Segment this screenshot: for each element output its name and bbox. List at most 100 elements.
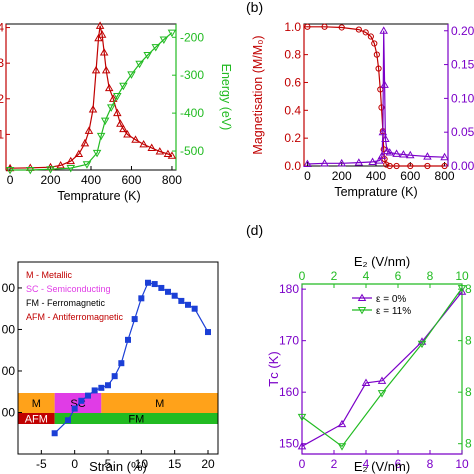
series-0-point — [139, 139, 148, 148]
series-0-point — [113, 108, 122, 117]
series-0-point — [99, 48, 109, 56]
legend-entry: ε = 11% — [376, 306, 411, 317]
y-tick-label: 00 — [2, 281, 16, 295]
series-1-point — [378, 127, 388, 136]
plot-frame — [5, 23, 177, 171]
series-0-point — [123, 129, 132, 138]
series-1-point — [96, 132, 106, 141]
series-1-line — [301, 287, 463, 448]
series-1-point — [135, 60, 144, 69]
x-tick-label: 0 — [299, 457, 306, 471]
series-0-point — [145, 279, 151, 286]
series-0-point — [378, 104, 385, 111]
series-1-point — [377, 390, 387, 398]
series-0-point — [375, 65, 382, 72]
panel-b: 0.0 0.2 0.4 0.6 0.8 1.0 0.00 0.05 0.10 0.15 0.20 0 2… — [251, 20, 474, 199]
series-0-point — [361, 378, 371, 386]
series-0-point — [297, 441, 307, 450]
series-0-point — [147, 143, 156, 151]
series-1-point — [457, 285, 467, 293]
series-0-point — [321, 23, 328, 30]
series-1-point — [380, 80, 389, 88]
series-0-point — [65, 417, 71, 424]
series-1-point — [303, 159, 312, 168]
x-tick-label: -5 — [36, 457, 47, 471]
series-0-point — [95, 21, 105, 29]
series-0-point — [362, 29, 369, 36]
left-tick-label: 4 — [0, 21, 4, 35]
series-1-point — [375, 156, 384, 164]
series-0-point — [104, 83, 114, 92]
legend-marker — [357, 293, 367, 302]
right-tick-label: 8 — [465, 385, 472, 399]
top-tick-label: 8 — [427, 269, 434, 283]
series-0-point — [371, 40, 378, 47]
top-tick-label: 4 — [363, 269, 370, 283]
series-1-point — [159, 36, 169, 44]
x-tick-label: 800 — [435, 169, 455, 183]
series-0-point — [167, 151, 177, 159]
right-tick-label: 8 — [465, 334, 472, 348]
right-tick-label: -300 — [180, 68, 204, 82]
y-tick-label: 00 — [2, 322, 16, 336]
series-0-point — [101, 65, 111, 74]
plot-frame — [17, 261, 219, 455]
series-0-point — [338, 24, 345, 31]
top-tick-label: 10 — [455, 269, 469, 283]
x-tick-label: 400 — [366, 169, 386, 183]
series-0-point — [97, 30, 107, 38]
series-0-point — [165, 288, 171, 295]
series-1-point — [46, 166, 55, 174]
x-tick-label: 20 — [201, 457, 215, 471]
series-1-point — [385, 148, 394, 156]
phase-band-label: M — [32, 398, 41, 410]
x-tick-label: 200 — [41, 173, 61, 187]
phase-band — [18, 393, 55, 413]
series-0-point — [205, 329, 211, 336]
series-0-point — [355, 26, 362, 33]
top-tick-label: 6 — [395, 269, 402, 283]
series-0-point — [66, 156, 76, 165]
series-1-point — [297, 413, 307, 422]
series-1-point — [100, 117, 110, 126]
series-1-point — [399, 150, 408, 158]
y-tick-label: 160 — [279, 385, 299, 399]
series-0-point — [109, 94, 118, 102]
series-1-point — [440, 152, 449, 161]
right-tick-label: 0.00 — [451, 159, 474, 173]
series-1-point — [368, 157, 377, 165]
series-0-point — [116, 119, 125, 127]
phase-band — [101, 393, 218, 413]
x-tick-label: 600 — [400, 169, 420, 183]
x-tick-label: 0 — [7, 173, 14, 187]
series-0-point — [88, 105, 98, 113]
series-0-point — [78, 397, 85, 404]
series-0-line — [307, 26, 445, 167]
series-0-point — [178, 297, 185, 304]
series-0-point — [98, 384, 105, 391]
left-tick-label: 0.6 — [284, 75, 301, 89]
series-0-point — [155, 147, 165, 155]
x-tick-label: 400 — [81, 173, 101, 187]
series-0-point — [138, 295, 145, 302]
series-0-line — [9, 25, 173, 169]
series-0-point — [151, 281, 158, 288]
right-tick-label: 0.05 — [451, 125, 474, 139]
x-tick-label: 8 — [427, 457, 434, 471]
series-0-point — [373, 51, 380, 58]
series-0-point — [367, 33, 374, 40]
legend-entry: SC - Semiconducting — [26, 284, 111, 294]
x-tick-label: 6 — [395, 457, 402, 471]
series-0-point — [80, 138, 90, 147]
phase-band — [54, 413, 218, 424]
series-1-point — [5, 166, 15, 175]
series-1-point — [106, 104, 116, 112]
series-0-point — [131, 135, 140, 143]
x-tick-label: 5 — [105, 457, 112, 471]
left-tick-label: 0.0 — [284, 159, 301, 173]
right-tick-label: 0.10 — [451, 91, 474, 105]
top-tick-label: 2 — [331, 269, 338, 283]
legend-entry: ε = 0% — [376, 294, 406, 305]
